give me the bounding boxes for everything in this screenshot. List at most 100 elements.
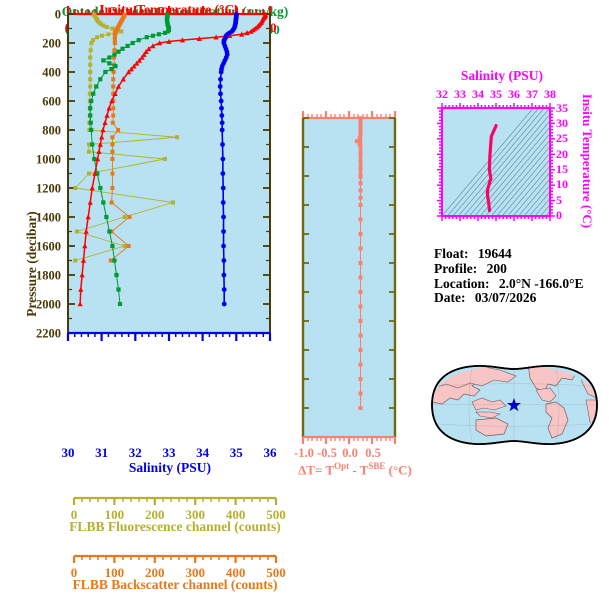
map-float-marker xyxy=(507,398,521,412)
svg-text:36: 36 xyxy=(508,87,520,101)
backscatter-axis-line xyxy=(72,554,278,563)
metadata-float-value: 19644 xyxy=(477,246,512,261)
delta-t-panel-background xyxy=(303,118,395,437)
metadata-location-row: Location: 2.0°N -166.0°E xyxy=(434,275,584,292)
series-oxygen xyxy=(88,12,172,307)
metadata-date-row: Date: 03/07/2026 xyxy=(434,290,584,306)
svg-text:1800: 1800 xyxy=(36,269,61,283)
svg-text:30: 30 xyxy=(556,116,568,130)
svg-text:100: 100 xyxy=(105,565,125,580)
svg-text:800: 800 xyxy=(42,124,61,138)
backscatter-axis-group: 0 100 200 300 400 500 xyxy=(0,548,330,590)
series-salinity xyxy=(217,11,239,307)
svg-text:0.5: 0.5 xyxy=(365,446,381,460)
svg-text:300: 300 xyxy=(185,565,205,580)
metadata-location-label: Location: xyxy=(434,275,490,291)
svg-text:500: 500 xyxy=(266,507,286,522)
series-delta-t xyxy=(354,116,363,410)
ts-curve xyxy=(485,123,498,213)
delta-t-top-spine xyxy=(301,111,397,120)
svg-text:35: 35 xyxy=(556,101,568,115)
svg-text:1200: 1200 xyxy=(36,182,61,196)
svg-text:36: 36 xyxy=(264,445,278,460)
salinity-axis-title: Salinity (PSU) xyxy=(128,460,212,475)
svg-text:400: 400 xyxy=(226,507,246,522)
svg-text:0: 0 xyxy=(55,8,61,22)
backscatter-axis-title: FLBB Backscatter channel (counts) xyxy=(72,577,278,592)
svg-text:34: 34 xyxy=(472,87,484,101)
metadata-block: Float: 19644 Profile: 200 Location: 2.0°… xyxy=(434,246,584,306)
metadata-date-label: Date: xyxy=(434,290,466,306)
svg-text:500: 500 xyxy=(266,565,286,580)
metadata-date-value: 03/07/2026 xyxy=(474,290,537,306)
ts-salinity-ticklabels: 32 33 34 35 36 37 38 xyxy=(436,87,556,101)
svg-text:200: 200 xyxy=(42,37,61,51)
svg-text:300: 300 xyxy=(185,507,205,522)
svg-text:31: 31 xyxy=(95,445,108,460)
svg-text:400: 400 xyxy=(42,66,61,80)
svg-text:0: 0 xyxy=(71,507,78,522)
svg-text:37: 37 xyxy=(526,87,538,101)
svg-text:1400: 1400 xyxy=(36,211,61,225)
svg-text:35: 35 xyxy=(490,87,502,101)
salinity-axis-ticklabels: 30 31 32 33 34 35 36 xyxy=(0,443,300,461)
series-backscatter xyxy=(108,12,132,263)
metadata-profile-row: Profile: 200 xyxy=(434,260,584,277)
svg-text:0: 0 xyxy=(71,565,78,580)
pressure-axis-ticklabels: 0 200 400 600 800 1000 1200 1400 1600 1800 2000 220… xyxy=(36,8,61,341)
main-profile-panel: 0 200 400 600 800 1000 1200 1400 1600 1800 2000 220… xyxy=(0,0,300,350)
svg-text:0.0: 0.0 xyxy=(342,446,358,460)
svg-text:25: 25 xyxy=(556,131,568,145)
map-outline xyxy=(431,364,598,446)
series-temperature xyxy=(77,11,268,307)
svg-text:10: 10 xyxy=(556,177,568,191)
ts-temperature-axis-title: Insitu Temperature (°C) xyxy=(580,93,595,229)
svg-text:100: 100 xyxy=(105,507,125,522)
metadata-float-label: Float: xyxy=(434,246,469,261)
salinity-bottom-spine xyxy=(66,331,272,341)
svg-text:5: 5 xyxy=(556,193,562,207)
svg-text:30: 30 xyxy=(62,445,75,460)
ts-salinity-axis-title: Salinity (PSU) xyxy=(460,68,544,83)
ts-frame-ticks xyxy=(437,103,555,221)
backscatter-axis-ticklabels: 0 100 200 300 400 500 xyxy=(71,565,286,580)
fluorescence-axis-group: 0 100 200 300 400 500 xyxy=(0,490,330,532)
svg-text:-1.0: -1.0 xyxy=(294,446,314,460)
metadata-float-row: Float: 19644 xyxy=(434,246,584,262)
delta-t-side-spines xyxy=(301,118,397,437)
metadata-profile-label: Profile: xyxy=(434,260,478,276)
svg-text:35: 35 xyxy=(230,445,244,460)
svg-text:33: 33 xyxy=(163,445,177,460)
pressure-axis-ticks xyxy=(68,13,270,334)
svg-text:1000: 1000 xyxy=(36,153,61,167)
delta-t-axis-title: ΔT= TOpt - TSBE (°C) xyxy=(298,461,412,478)
delta-t-title-sup-opt: Opt xyxy=(334,461,350,471)
svg-text:34: 34 xyxy=(196,445,210,460)
svg-text:400: 400 xyxy=(226,565,246,580)
fluorescence-axis-title: FLBB Fluorescence channel (counts) xyxy=(69,519,281,534)
svg-text:0: 0 xyxy=(556,208,562,222)
svg-text:1600: 1600 xyxy=(36,240,61,254)
svg-text:38: 38 xyxy=(544,87,556,101)
pressure-axis-title: Pressure (decibar) xyxy=(24,211,39,317)
main-panel-background xyxy=(68,14,270,333)
svg-text:-0.5: -0.5 xyxy=(317,446,337,460)
delta-t-title-sup-sbe: SBE xyxy=(368,461,386,471)
svg-text:32: 32 xyxy=(129,445,142,460)
svg-text:600: 600 xyxy=(42,95,61,109)
svg-text:2000: 2000 xyxy=(36,298,61,312)
fluorescence-axis-line xyxy=(72,496,278,505)
svg-text:200: 200 xyxy=(145,565,165,580)
metadata-location-value: 2.0°N -166.0°E xyxy=(498,275,584,291)
delta-t-panel xyxy=(290,104,420,454)
fluorescence-axis-ticklabels: 0 100 200 300 400 500 xyxy=(71,507,286,522)
svg-text:32: 32 xyxy=(436,87,448,101)
svg-text:2200: 2200 xyxy=(36,327,61,341)
delta-t-bottom-spine xyxy=(301,435,397,444)
svg-text:33: 33 xyxy=(454,87,466,101)
svg-text:15: 15 xyxy=(556,162,568,176)
world-map-inset xyxy=(420,350,609,460)
svg-text:200: 200 xyxy=(145,507,165,522)
